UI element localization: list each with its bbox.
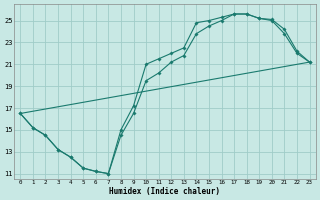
X-axis label: Humidex (Indice chaleur): Humidex (Indice chaleur) [109, 187, 220, 196]
